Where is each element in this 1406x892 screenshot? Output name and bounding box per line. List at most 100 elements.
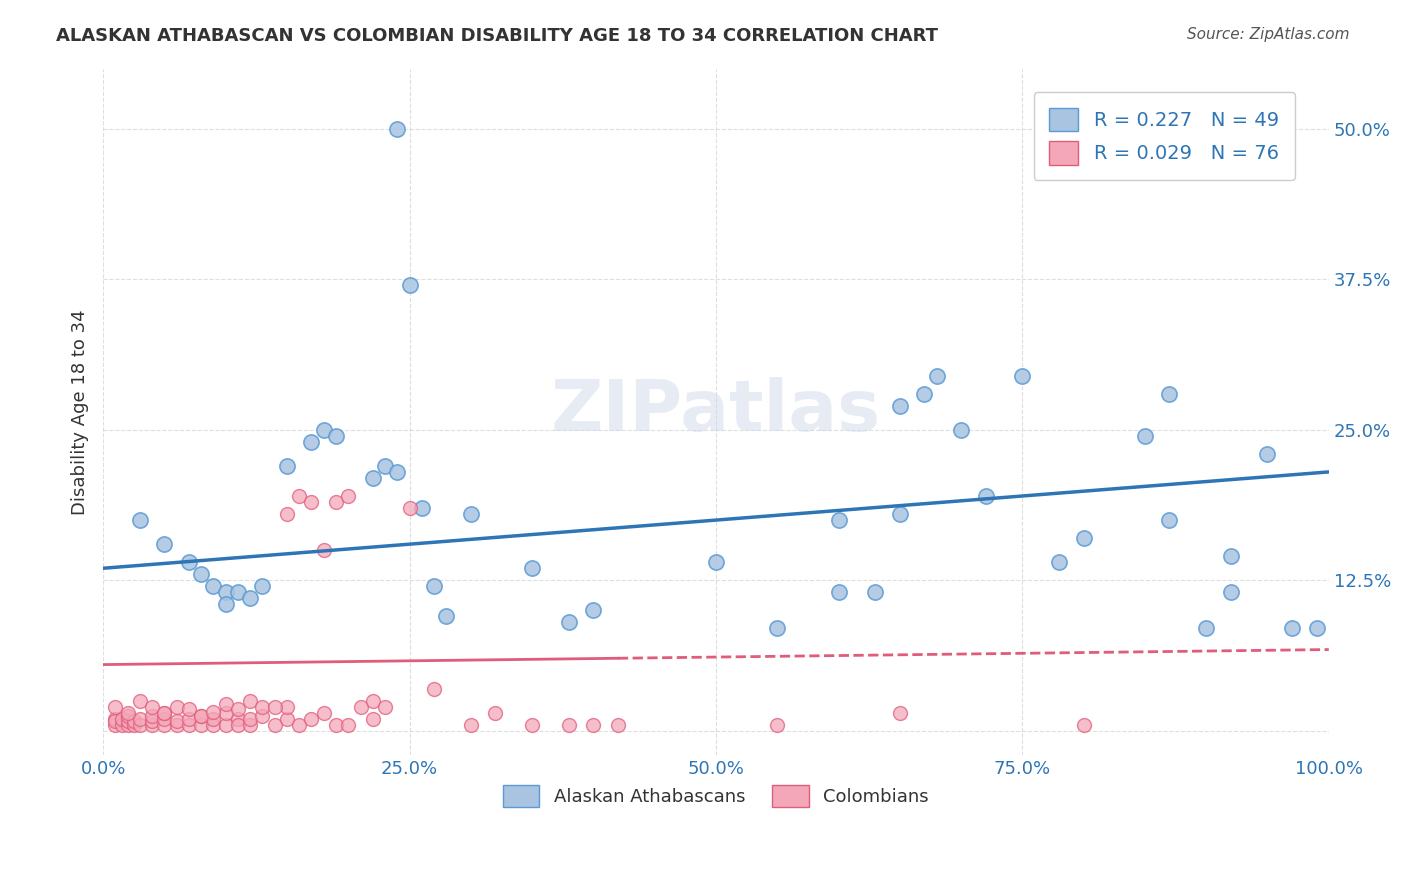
Point	[288, 718, 311, 732]
Point	[423, 579, 446, 593]
Point	[276, 458, 298, 473]
Point	[361, 694, 384, 708]
Point	[312, 706, 335, 720]
Point	[153, 712, 176, 726]
Point	[1195, 622, 1218, 636]
Point	[1256, 447, 1278, 461]
Point	[1047, 555, 1070, 569]
Point	[177, 712, 200, 726]
Point	[117, 714, 139, 729]
Point	[129, 712, 152, 726]
Point	[263, 699, 285, 714]
Point	[122, 718, 145, 732]
Point	[202, 718, 225, 732]
Point	[387, 465, 409, 479]
Point	[1159, 386, 1181, 401]
Point	[153, 718, 176, 732]
Point	[925, 368, 948, 383]
Point	[190, 709, 212, 723]
Point	[252, 699, 274, 714]
Point	[202, 579, 225, 593]
Point	[1011, 368, 1033, 383]
Point	[325, 429, 347, 443]
Point	[582, 718, 605, 732]
Point	[827, 513, 849, 527]
Point	[202, 705, 225, 719]
Y-axis label: Disability Age 18 to 34: Disability Age 18 to 34	[72, 309, 89, 515]
Point	[202, 712, 225, 726]
Point	[423, 681, 446, 696]
Point	[104, 699, 127, 714]
Point	[374, 458, 396, 473]
Point	[263, 718, 285, 732]
Point	[215, 698, 238, 712]
Point	[361, 471, 384, 485]
Point	[190, 709, 212, 723]
Point	[312, 423, 335, 437]
Point	[337, 718, 360, 732]
Point	[104, 718, 127, 732]
Point	[520, 561, 543, 575]
Point	[104, 714, 127, 729]
Point	[190, 718, 212, 732]
Point	[110, 712, 132, 726]
Point	[1073, 531, 1095, 545]
Point	[460, 507, 482, 521]
Text: ZIPatlas: ZIPatlas	[551, 377, 882, 446]
Point	[950, 423, 973, 437]
Point	[361, 712, 384, 726]
Point	[520, 718, 543, 732]
Point	[276, 507, 298, 521]
Point	[337, 489, 360, 503]
Point	[288, 489, 311, 503]
Point	[301, 495, 323, 509]
Point	[226, 702, 249, 716]
Point	[606, 718, 628, 732]
Point	[889, 399, 911, 413]
Point	[484, 706, 506, 720]
Point	[215, 598, 238, 612]
Point	[276, 699, 298, 714]
Point	[1073, 718, 1095, 732]
Point	[558, 718, 581, 732]
Point	[374, 699, 396, 714]
Text: Source: ZipAtlas.com: Source: ZipAtlas.com	[1187, 27, 1350, 42]
Point	[325, 718, 347, 732]
Point	[1159, 513, 1181, 527]
Point	[129, 513, 152, 527]
Point	[398, 501, 420, 516]
Point	[312, 543, 335, 558]
Point	[558, 615, 581, 630]
Point	[434, 609, 457, 624]
Point	[104, 712, 127, 726]
Point	[1219, 585, 1241, 599]
Point	[153, 537, 176, 551]
Point	[226, 718, 249, 732]
Point	[252, 579, 274, 593]
Point	[974, 489, 997, 503]
Point	[827, 585, 849, 599]
Point	[704, 555, 727, 569]
Point	[177, 702, 200, 716]
Point	[239, 712, 262, 726]
Point	[460, 718, 482, 732]
Point	[153, 706, 176, 720]
Point	[190, 567, 212, 582]
Point	[129, 694, 152, 708]
Point	[141, 714, 163, 729]
Point	[177, 555, 200, 569]
Point	[325, 495, 347, 509]
Point	[215, 585, 238, 599]
Point	[301, 434, 323, 449]
Point	[177, 718, 200, 732]
Point	[1133, 429, 1156, 443]
Point	[766, 622, 789, 636]
Point	[166, 699, 188, 714]
Point	[117, 706, 139, 720]
Point	[766, 718, 789, 732]
Point	[141, 699, 163, 714]
Point	[141, 718, 163, 732]
Point	[226, 712, 249, 726]
Point	[1281, 622, 1303, 636]
Point	[912, 386, 935, 401]
